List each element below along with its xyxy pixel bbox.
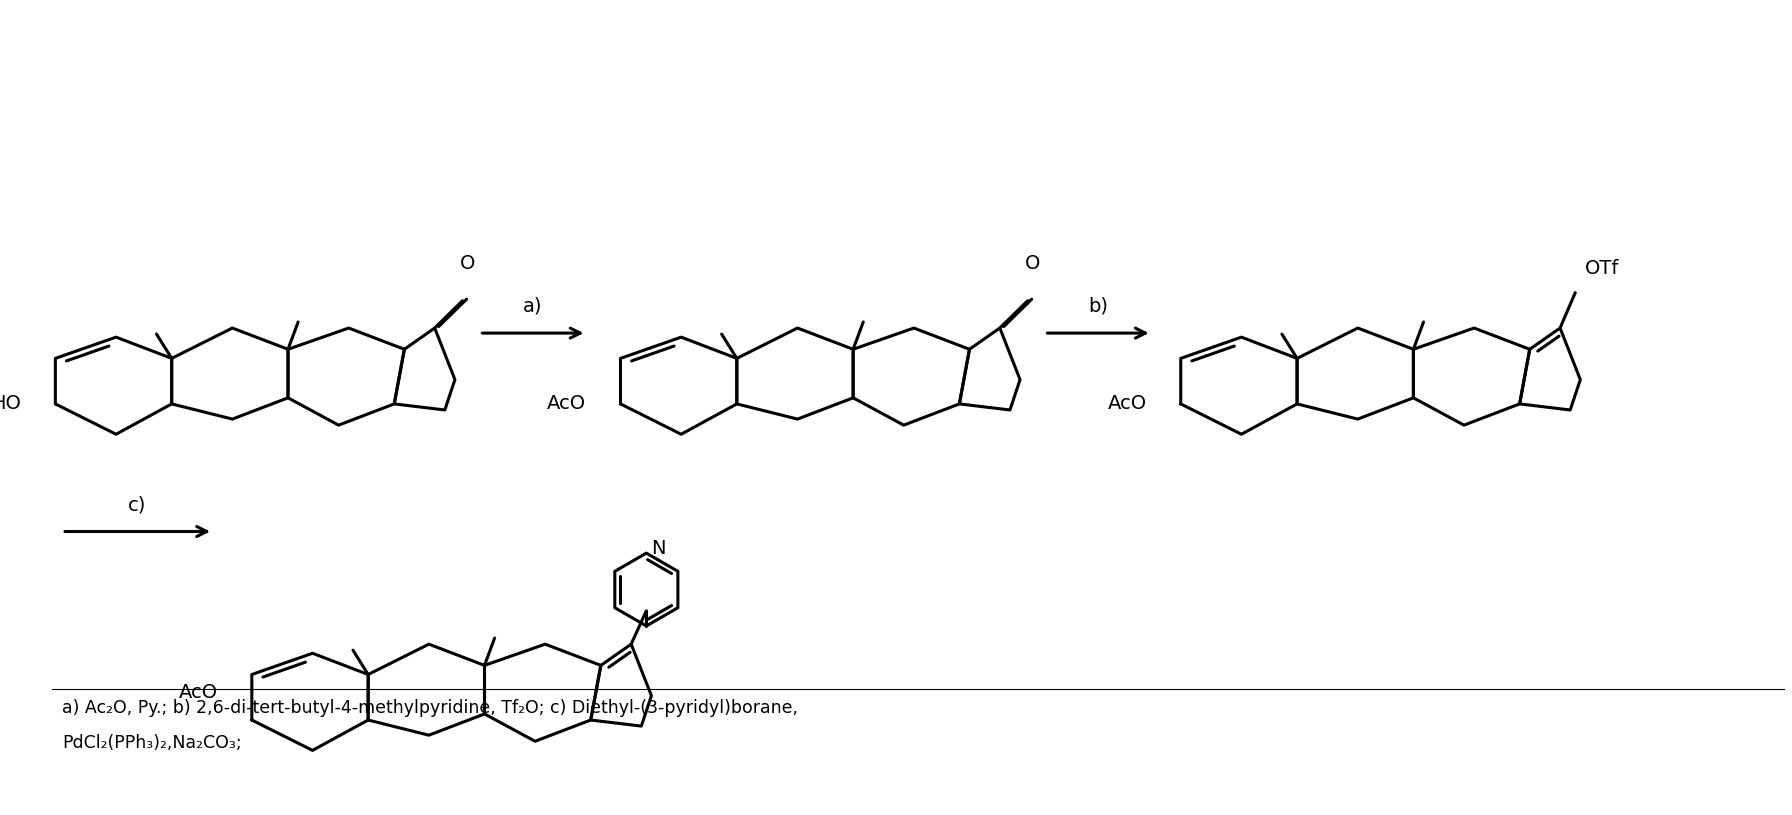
- Text: a): a): [523, 297, 543, 315]
- Text: PdCl₂(PPh₃)₂,Na₂CO₃;: PdCl₂(PPh₃)₂,Na₂CO₃;: [63, 734, 242, 751]
- Text: HO: HO: [0, 394, 22, 413]
- Text: N: N: [650, 539, 665, 557]
- Text: AcO: AcO: [179, 682, 219, 702]
- Text: OTf: OTf: [1584, 259, 1620, 278]
- Text: AcO: AcO: [1107, 394, 1147, 413]
- Text: O: O: [461, 253, 475, 273]
- Text: AcO: AcO: [547, 394, 586, 413]
- Text: c): c): [129, 495, 147, 514]
- Text: b): b): [1088, 297, 1107, 315]
- Text: O: O: [1025, 253, 1039, 273]
- Text: a) Ac₂O, Py.; b) 2,6-di-tert-butyl-4-methylpyridine, Tf₂O; c) Diethyl-(3-pyridyl: a) Ac₂O, Py.; b) 2,6-di-tert-butyl-4-met…: [63, 698, 797, 717]
